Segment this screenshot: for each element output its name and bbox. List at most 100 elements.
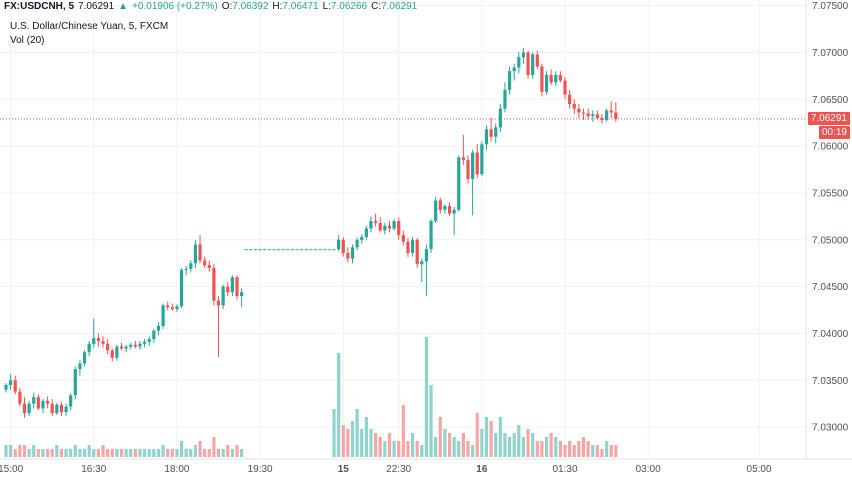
- candle-body: [4, 384, 8, 390]
- volume-bar: [119, 449, 124, 457]
- candle-body: [507, 71, 512, 90]
- volume-bar: [484, 417, 489, 457]
- candle-body: [544, 74, 549, 92]
- candle-body: [59, 404, 64, 413]
- volume-bar: [517, 425, 521, 457]
- candle-body: [498, 108, 502, 128]
- candle-body: [253, 249, 258, 251]
- bar-countdown-tag: 00:19: [818, 125, 850, 139]
- volume-bar: [110, 449, 114, 457]
- price-tick-label: 7.05500: [812, 188, 849, 199]
- candle-body: [152, 330, 156, 340]
- candle-body: [549, 74, 553, 83]
- time-tick-label: 18:00: [164, 464, 189, 475]
- volume-bar: [350, 421, 355, 457]
- candle-body: [300, 249, 304, 251]
- candle-body: [424, 249, 429, 262]
- candle-body: [563, 80, 567, 95]
- volume-bar: [216, 449, 221, 457]
- price-tick-label: 7.06500: [812, 95, 849, 106]
- volume-bar: [600, 449, 604, 457]
- candle-body: [27, 403, 31, 414]
- candle-body: [434, 200, 438, 222]
- volume-bar: [568, 441, 572, 457]
- volume-bar: [424, 337, 429, 457]
- volume-bar: [360, 429, 364, 457]
- candle-body: [263, 249, 267, 251]
- candle-body: [13, 380, 17, 392]
- volume-bar: [78, 449, 82, 457]
- volume-bar: [41, 449, 45, 457]
- candle-body: [18, 391, 22, 404]
- close-value: 7.06291: [381, 1, 418, 12]
- volume-bar: [489, 421, 493, 457]
- volume-bar: [27, 449, 31, 457]
- candle-body: [175, 306, 179, 310]
- candle-body: [512, 67, 516, 72]
- candle-body: [581, 112, 586, 114]
- candle-body: [480, 144, 484, 175]
- time-tick-label: 15: [338, 464, 350, 475]
- candle-body: [45, 400, 50, 404]
- candle-body: [92, 338, 96, 344]
- candle-body: [106, 343, 110, 351]
- volume-bar: [447, 433, 452, 457]
- candle-body: [494, 127, 498, 137]
- volume-bars: [4, 337, 618, 457]
- candle-body: [346, 252, 350, 259]
- price-axis[interactable]: 7.07500 7.07000 7.06500 7.06000 7.05500 7.050…: [812, 1, 849, 434]
- volume-bar: [106, 449, 110, 457]
- candle-body: [447, 206, 452, 214]
- volume-bar: [595, 445, 599, 457]
- candle-body: [203, 260, 207, 266]
- volume-bar: [221, 449, 225, 457]
- candle-body: [378, 222, 382, 231]
- volume-bar: [614, 445, 618, 457]
- candle-body: [387, 225, 392, 229]
- candle-body: [484, 129, 489, 145]
- price-tick-label: 7.07000: [812, 48, 849, 59]
- volume-bar: [240, 449, 244, 457]
- volume-bar: [179, 441, 184, 457]
- candle-body: [240, 292, 244, 297]
- candle-body: [554, 74, 558, 83]
- volume-bar: [22, 445, 27, 457]
- volume-bar: [82, 449, 87, 457]
- symbol-label[interactable]: FX:USDCNH, 5: [4, 1, 75, 12]
- volume-bar: [572, 445, 576, 457]
- candle-body: [124, 346, 128, 349]
- time-axis[interactable]: 15:00 16:30 18:00 19:30 15 22:30 16 01:30 03:00 0…: [0, 464, 772, 475]
- candle-body: [129, 344, 133, 347]
- volume-bar: [521, 437, 526, 457]
- volume-bar: [480, 429, 484, 457]
- candle-body: [41, 400, 45, 409]
- volume-bar: [193, 445, 198, 457]
- low-value: 7.06266: [330, 1, 368, 12]
- candle-body: [9, 380, 13, 385]
- volume-bar: [73, 445, 77, 457]
- volume-bar: [69, 449, 73, 457]
- volume-bar: [212, 437, 216, 457]
- candle-body: [526, 52, 530, 75]
- close-label: C:: [371, 1, 382, 12]
- candle-body: [272, 249, 276, 251]
- candle-body: [600, 118, 604, 120]
- candle-body: [226, 286, 230, 293]
- candle-body: [591, 114, 595, 117]
- volume-bar: [466, 441, 470, 457]
- volume-bar: [554, 437, 558, 457]
- volume-bar: [226, 445, 230, 457]
- time-tick-label: 15:00: [0, 464, 24, 475]
- candle-body: [360, 236, 364, 240]
- candle-body: [406, 241, 410, 253]
- candle-body: [156, 325, 161, 331]
- candle-body: [332, 249, 336, 251]
- candle-body: [401, 235, 405, 242]
- volume-bar: [457, 441, 461, 457]
- candle-body: [101, 340, 105, 344]
- volume-indicator-label[interactable]: Vol (20): [10, 35, 45, 46]
- candle-body: [96, 338, 100, 341]
- volume-bar: [147, 449, 151, 457]
- volume-bar: [346, 429, 350, 457]
